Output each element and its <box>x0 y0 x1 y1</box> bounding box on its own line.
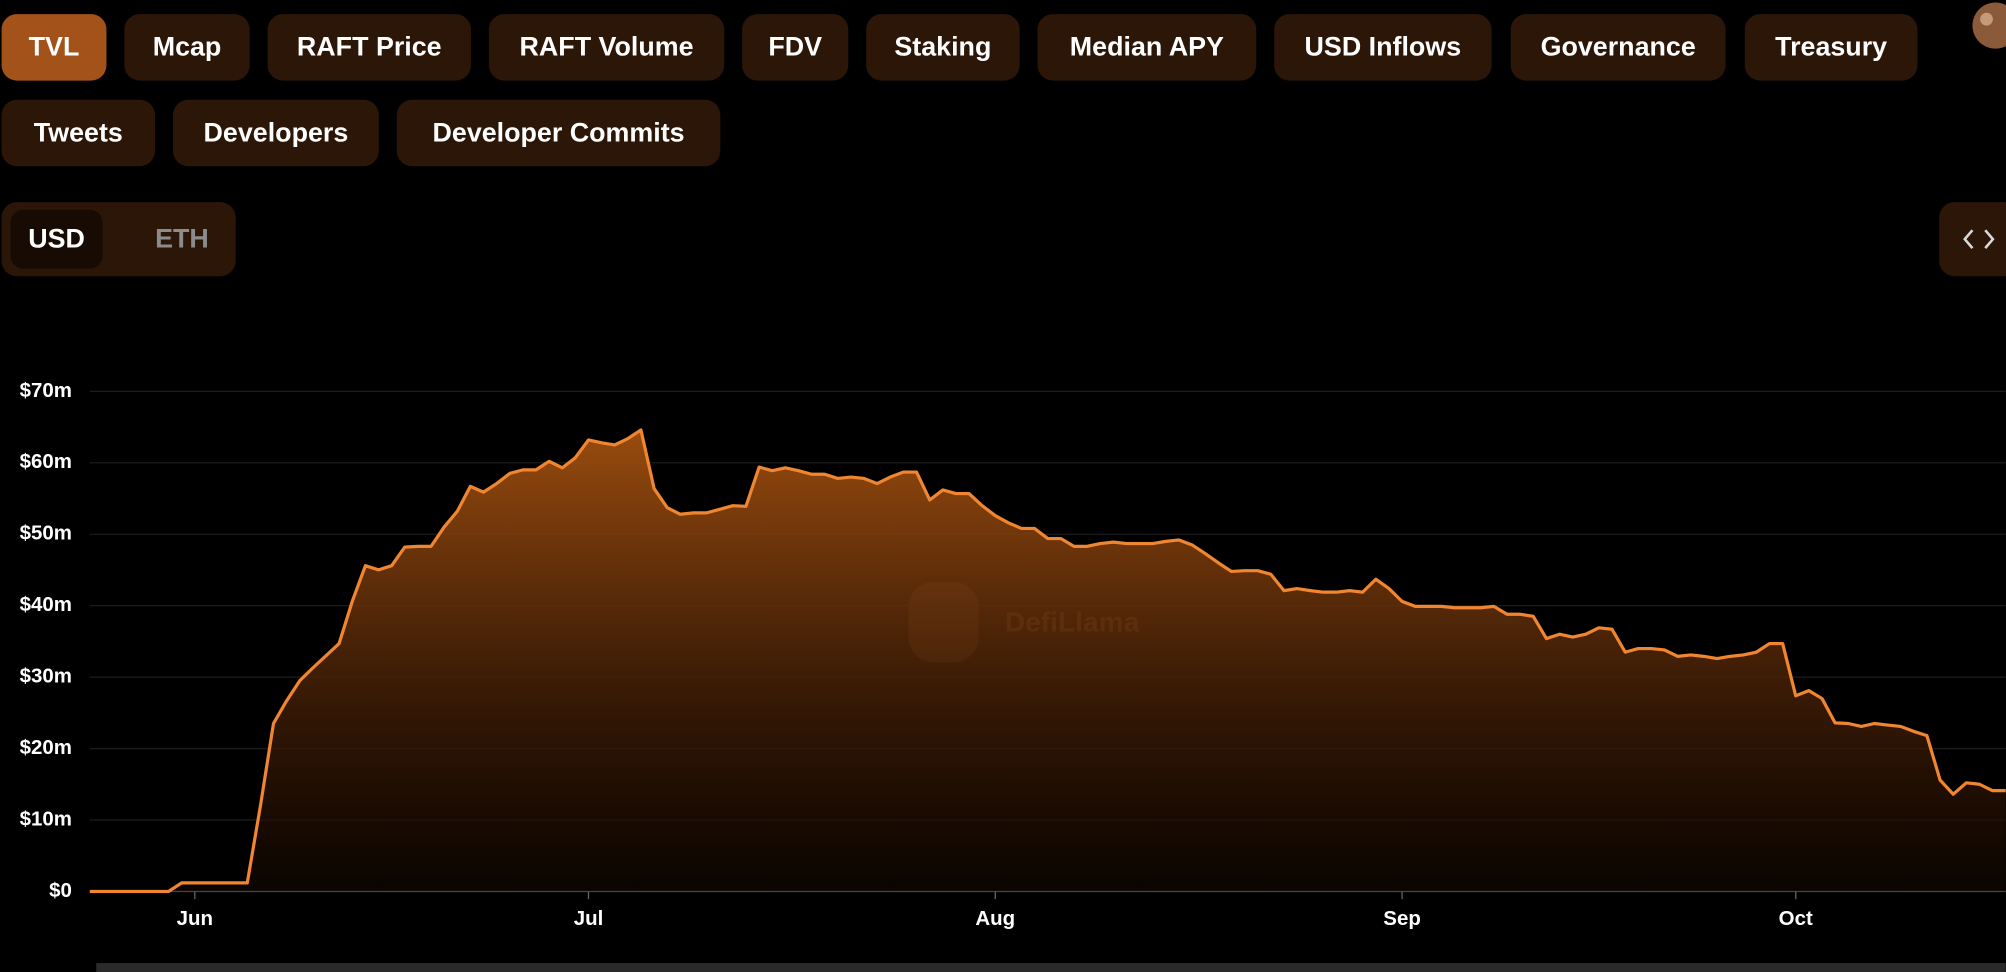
tab-label: FDV <box>768 32 822 62</box>
y-tick-label: $20m <box>20 736 72 759</box>
line <box>89 428 2006 894</box>
tab-label: Mcap <box>153 32 222 62</box>
scrollbar <box>96 963 2006 972</box>
x-tick-label: Jul <box>574 907 604 930</box>
tab[interactable] <box>172 99 379 167</box>
tab[interactable] <box>1510 14 1726 81</box>
tab[interactable] <box>1274 14 1492 81</box>
tab[interactable] <box>866 14 1020 81</box>
tab[interactable] <box>396 99 721 167</box>
tab[interactable] <box>1037 14 1257 81</box>
y-tick-label: $30m <box>20 665 72 688</box>
y-tick-label: $50m <box>20 522 72 545</box>
toggle-option[interactable] <box>10 209 103 269</box>
tab-label: TVL <box>29 32 80 62</box>
tab[interactable] <box>124 14 250 81</box>
y-tick-label: $10m <box>20 807 72 830</box>
toggle-label[interactable]: USD <box>28 224 85 254</box>
x-tick-label: Jun <box>177 907 213 930</box>
tab-label: RAFT Volume <box>520 32 694 62</box>
tab-label: Developers <box>204 117 349 147</box>
tab-label: Governance <box>1541 32 1696 62</box>
chart: DefiLlama$0$10m$20m$30m$40m$50m$60m$70mJ… <box>20 379 2006 930</box>
y-tick-label: $60m <box>20 450 72 473</box>
embed-button[interactable] <box>1939 202 2006 277</box>
tab-label: Developer Commits <box>433 117 685 147</box>
y-tick-label: $40m <box>20 593 72 616</box>
tab-label: USD Inflows <box>1305 32 1462 62</box>
tab[interactable] <box>1744 14 1918 81</box>
x-tick-label: Aug <box>975 907 1015 930</box>
tab[interactable] <box>742 14 849 81</box>
tab-label: RAFT Price <box>297 32 442 62</box>
tab-label: Tweets <box>34 117 123 147</box>
area <box>89 429 2006 892</box>
avatar[interactable] <box>1972 2 2006 49</box>
tab-label: Treasury <box>1775 32 1887 62</box>
y-tick-label: $70m <box>20 379 72 402</box>
tab[interactable] <box>1 99 156 167</box>
x-tick-label: Oct <box>1779 907 1813 930</box>
y-tick-label: $0 <box>49 879 72 902</box>
tab-label: Median APY <box>1070 32 1224 62</box>
tab[interactable] <box>267 14 471 81</box>
toggle-label[interactable]: ETH <box>155 224 209 254</box>
tab[interactable] <box>488 14 725 81</box>
tab-label: Staking <box>894 32 991 62</box>
avatar-detail <box>1980 12 1993 26</box>
x-tick-label: Sep <box>1383 907 1421 930</box>
tab[interactable] <box>1 14 107 81</box>
embed-icon <box>1963 229 1995 249</box>
